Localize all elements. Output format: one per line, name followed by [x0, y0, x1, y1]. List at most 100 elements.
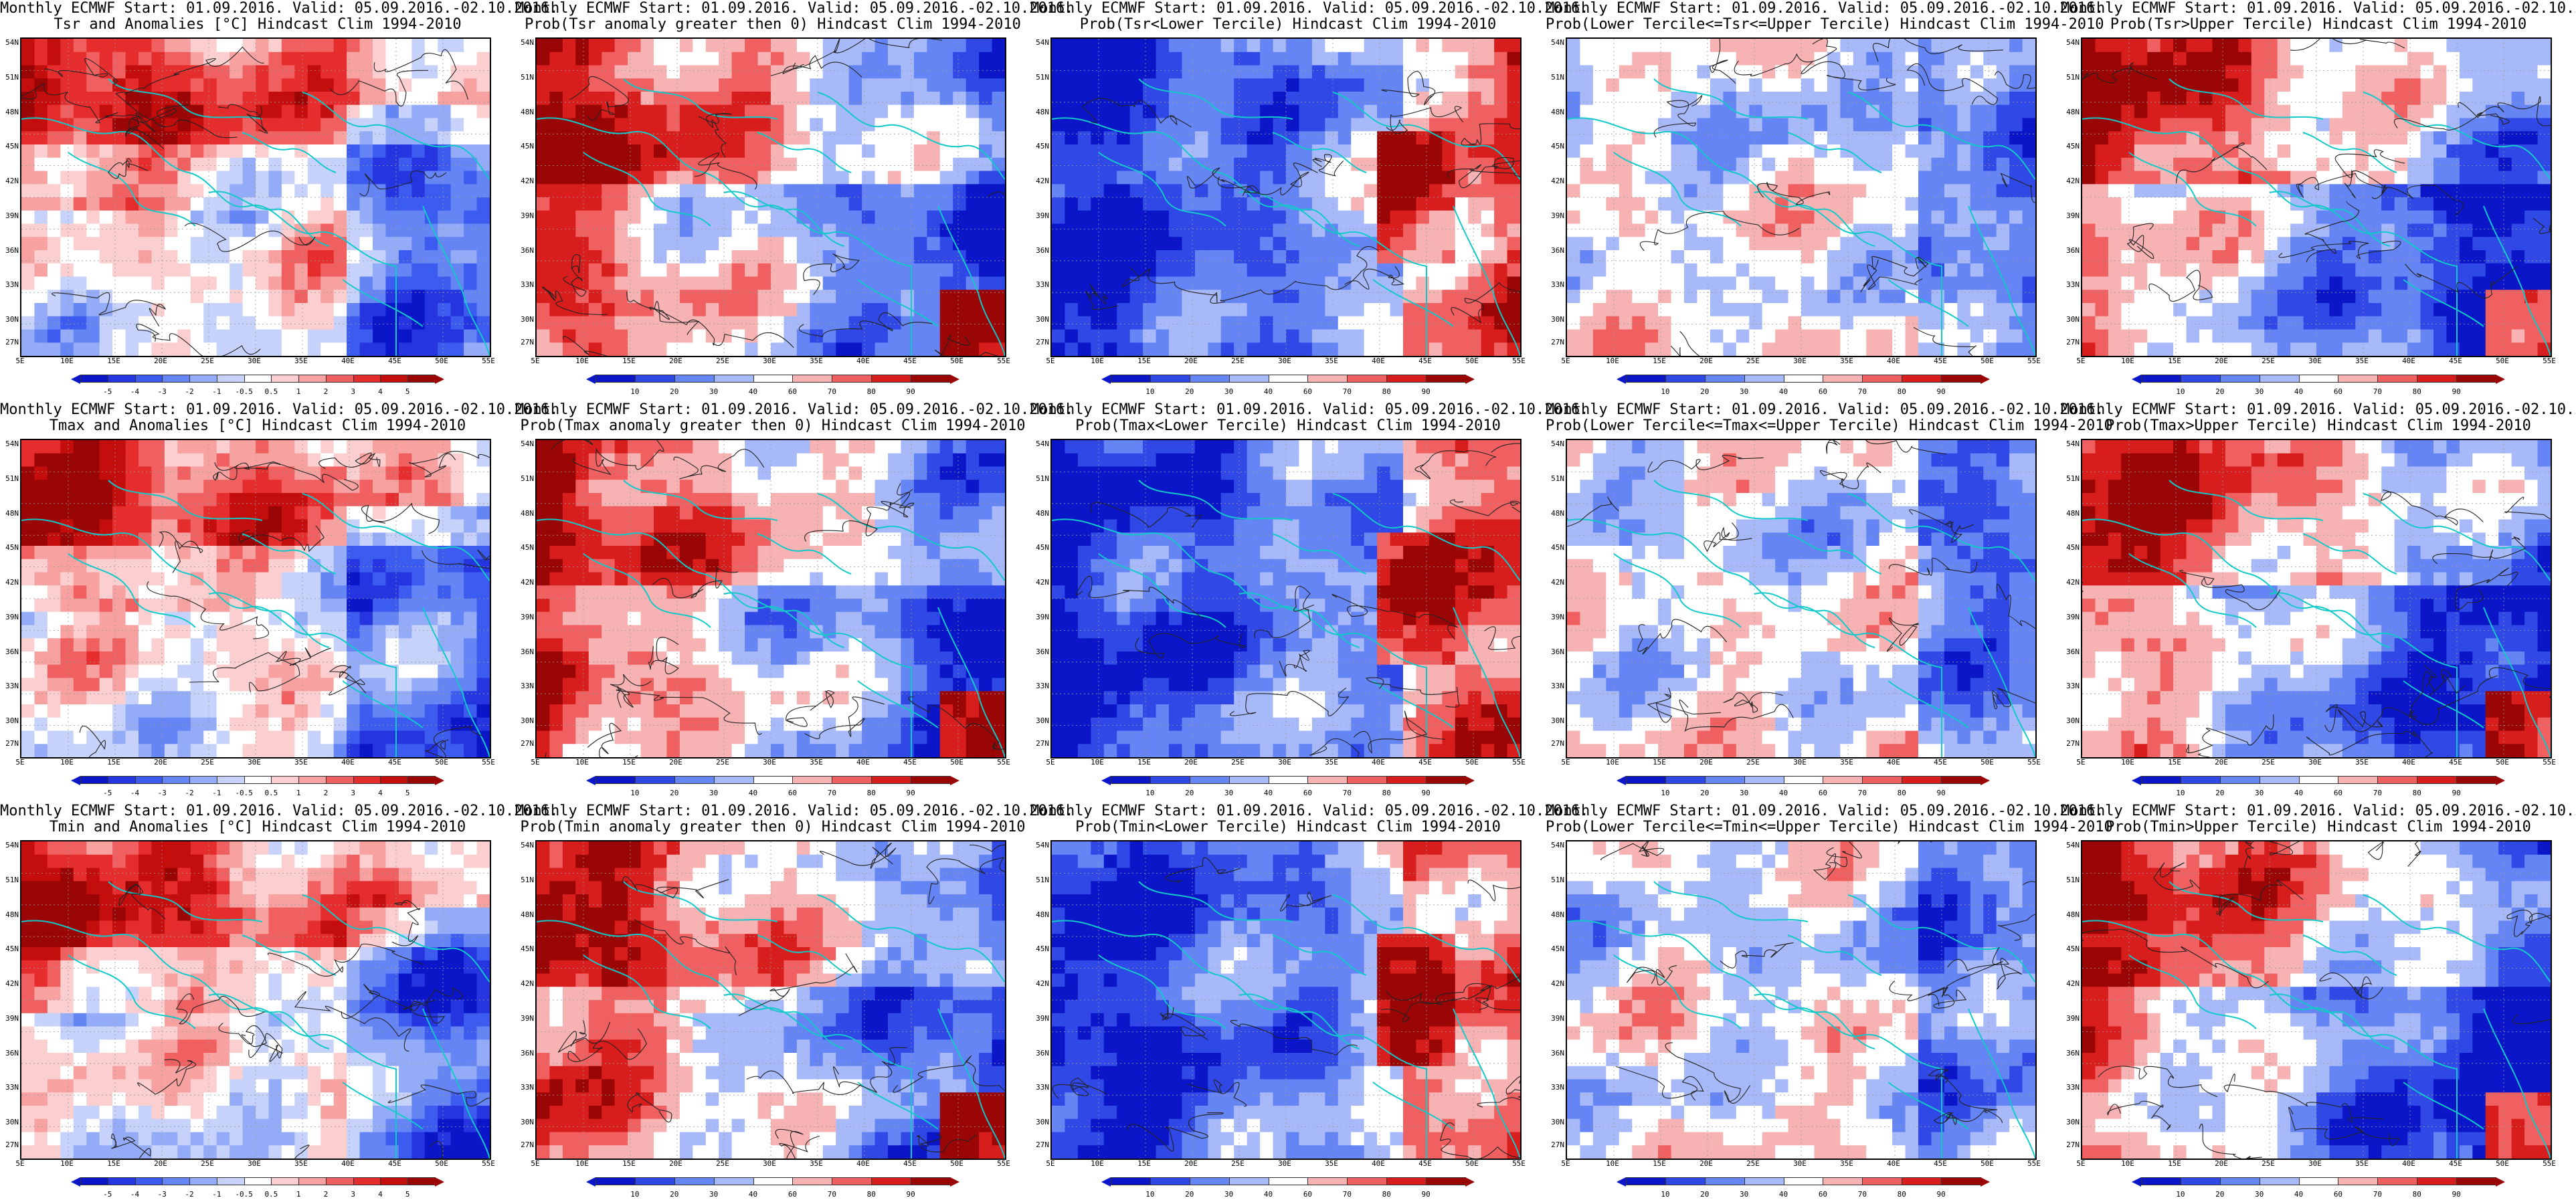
- lat-label: 36N: [5, 647, 19, 656]
- lat-label: 45N: [521, 142, 534, 151]
- lat-label: 45N: [521, 944, 534, 954]
- lon-label: 25E: [2262, 758, 2275, 767]
- colorbar-swatch: [2417, 1177, 2458, 1185]
- colorbar-tick-label: 4: [378, 1190, 383, 1199]
- colorbar-tick-label: 3: [351, 1190, 355, 1199]
- colorbar-tick-label: 60: [1303, 1190, 1313, 1199]
- colorbar-swatch: [353, 375, 381, 383]
- colorbar-tick-label: -2: [185, 789, 194, 797]
- colorbar-swatch: [753, 776, 794, 784]
- colorbar-tick-label: 80: [866, 387, 876, 396]
- lon-label: 5E: [1561, 357, 1570, 365]
- lon-label: 45E: [1418, 357, 1432, 365]
- lat-label: 36N: [2066, 1048, 2080, 1058]
- colorbar-tick-label: 30: [2255, 387, 2264, 396]
- lat-label: 39N: [1551, 211, 1564, 220]
- colorbar-tick-label: 20: [1700, 387, 1710, 396]
- colorbar-swatch: [1228, 776, 1269, 784]
- colorbar-swatch: [134, 375, 163, 383]
- lon-label: 40E: [2402, 758, 2415, 767]
- lat-label: 54N: [5, 38, 19, 47]
- lat-label: 42N: [521, 578, 534, 587]
- colorbar-tick-label: 30: [709, 387, 719, 396]
- colorbar-arrow-right: [2496, 776, 2505, 785]
- map-field-plot: [1567, 39, 2035, 356]
- colorbar-swatch: [1823, 1177, 1863, 1185]
- colorbar-tick-label: 70: [827, 387, 836, 396]
- lon-label: 20E: [1184, 357, 1198, 365]
- colorbar-tick-label: 10: [2176, 789, 2185, 797]
- lon-label: 40E: [1887, 1159, 1900, 1168]
- colorbar-tick-label: 60: [2333, 387, 2343, 396]
- lon-label: 55E: [2027, 758, 2041, 767]
- map-panel-r1c5: Monthly ECMWF Start: 01.09.2016. Valid: …: [2061, 0, 2576, 401]
- colorbar-swatch: [162, 776, 191, 784]
- lon-label: 35E: [1325, 357, 1338, 365]
- colorbar-swatch: [2456, 776, 2496, 784]
- lon-label: 35E: [810, 1159, 823, 1168]
- colorbar-tick-label: 40: [1263, 789, 1273, 797]
- lon-label: 15E: [107, 357, 120, 365]
- lat-label: 42N: [5, 979, 19, 989]
- colorbar-arrow-left: [1617, 375, 1626, 384]
- lat-label: 45N: [5, 142, 19, 151]
- lat-label: 39N: [5, 612, 19, 621]
- colorbar-tick-label: 30: [1224, 1190, 1234, 1199]
- lon-label: 5E: [1561, 758, 1570, 767]
- map-area: [2081, 439, 2552, 759]
- colorbar-tick-label: 10: [630, 789, 640, 797]
- colorbar-tick-label: 70: [827, 789, 836, 797]
- lon-label: 25E: [1746, 357, 1760, 365]
- lat-label: 36N: [521, 245, 534, 255]
- colorbar-swatch: [1228, 375, 1269, 383]
- colorbar-swatch: [244, 1177, 272, 1185]
- lon-label: 35E: [2355, 357, 2369, 365]
- colorbar-tick-label: 80: [1897, 1190, 1906, 1199]
- colorbar-tick-label: 20: [670, 789, 679, 797]
- lat-label: 51N: [521, 72, 534, 82]
- lon-label: 45E: [388, 1159, 401, 1168]
- lon-label: 30E: [1793, 357, 1807, 365]
- colorbar-tick-label: 30: [1224, 387, 1234, 396]
- colorbar-swatch: [2298, 776, 2339, 784]
- colorbar-tick-label: 20: [1185, 387, 1194, 396]
- colorbar-tick-label: 90: [1421, 789, 1431, 797]
- lat-label: 48N: [1036, 508, 1049, 518]
- colorbar-arrow-right: [1981, 375, 1990, 384]
- colorbar-swatch: [1862, 375, 1903, 383]
- colorbar-swatch: [2259, 1177, 2300, 1185]
- colorbar-swatch: [298, 375, 327, 383]
- panel-title-line2: Prob(Tmax<Lower Tercile) Hindcast Clim 1…: [1075, 417, 1501, 434]
- lon-label: 20E: [1184, 758, 1198, 767]
- lat-label: 39N: [1551, 1013, 1564, 1023]
- colorbar-swatch: [792, 375, 833, 383]
- lon-label: 30E: [1278, 1159, 1291, 1168]
- colorbar-swatch: [2338, 375, 2379, 383]
- lon-label: 40E: [341, 758, 355, 767]
- colorbar-swatch: [189, 776, 217, 784]
- colorbar-tick-label: 90: [1936, 789, 1946, 797]
- lat-label: 33N: [2066, 1083, 2080, 1092]
- lat-label: 51N: [521, 474, 534, 483]
- colorbar-tick-label: 70: [827, 1190, 836, 1199]
- lat-label: 48N: [521, 910, 534, 919]
- lon-label: 15E: [107, 1159, 120, 1168]
- lon-label: 15E: [107, 758, 120, 767]
- colorbar-swatch: [189, 375, 217, 383]
- colorbar-swatch: [753, 375, 794, 383]
- lon-label: 25E: [716, 758, 729, 767]
- map-area: [20, 37, 491, 357]
- colorbar-arrow-right: [2496, 375, 2505, 384]
- colorbar-tick-label: -5: [103, 1190, 112, 1199]
- colorbar-tick-label: 80: [866, 1190, 876, 1199]
- lat-label: 27N: [5, 338, 19, 346]
- lat-label: 54N: [1036, 439, 1049, 448]
- colorbar-swatch: [1626, 1177, 1666, 1185]
- lon-label: 15E: [1137, 357, 1151, 365]
- map-panel-r2c3: Monthly ECMWF Start: 01.09.2016. Valid: …: [1030, 401, 1588, 803]
- colorbar-labels: 10 20 30 40 60 70 80 90: [2141, 789, 2496, 800]
- colorbar-swatch: [634, 1177, 675, 1185]
- lon-label: 55E: [482, 357, 495, 365]
- colorbar-swatch: [1941, 1177, 1981, 1185]
- lon-label: 25E: [1231, 1159, 1245, 1168]
